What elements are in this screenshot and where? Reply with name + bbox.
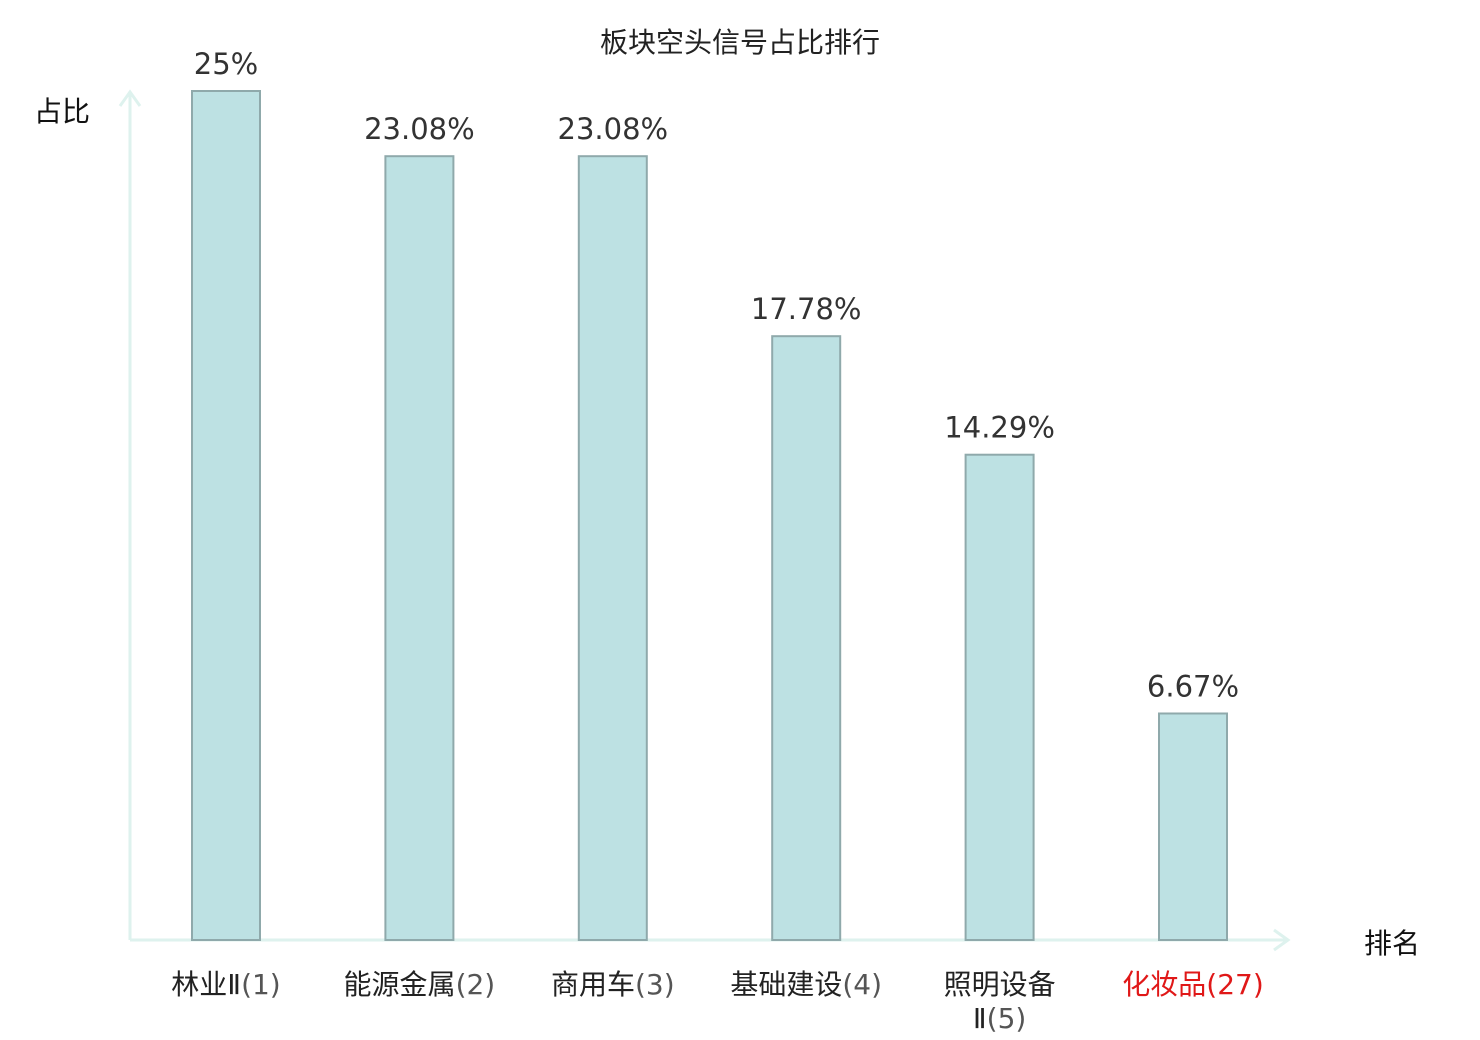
- category-rank: (3): [635, 968, 675, 1001]
- category-name-line2: Ⅱ: [973, 1002, 987, 1035]
- category-name: 商用车: [551, 968, 635, 1001]
- category-label-5: 照明设备 Ⅱ(5): [944, 968, 1056, 1035]
- y-axis-arrow: [118, 89, 142, 107]
- category-rank: (2): [456, 968, 496, 1001]
- bar-2: [384, 155, 455, 942]
- category-name: 基础建设: [730, 968, 842, 1001]
- value-label-1: 25%: [194, 47, 258, 81]
- category-rank: (27): [1206, 968, 1263, 1001]
- value-label-5: 14.29%: [944, 411, 1055, 445]
- category-rank: (1): [241, 968, 281, 1001]
- y-axis-label: 占比: [34, 95, 90, 128]
- category-label-6: 化妆品(27): [1122, 968, 1264, 1001]
- bar-4: [771, 335, 842, 941]
- x-axis: [130, 928, 1291, 952]
- value-label-4: 17.78%: [751, 292, 862, 326]
- category-label-4: 基础建设(4): [730, 968, 882, 1001]
- value-label-6: 6.67%: [1147, 669, 1239, 703]
- bars-group: [191, 90, 1228, 942]
- chart-title: 板块空头信号占比排行: [600, 26, 880, 59]
- category-labels-group: 林业Ⅱ(1) 能源金属(2) 商用车(3) 基础建设(4) 照明设备 Ⅱ(5) 化妆品(27…: [171, 968, 1263, 1035]
- category-name: 照明设备: [944, 968, 1056, 1001]
- bar-6: [1158, 712, 1228, 942]
- bar-1: [191, 90, 261, 941]
- category-name: 林业Ⅱ: [171, 968, 241, 1001]
- value-label-3: 23.08%: [558, 112, 669, 146]
- value-label-2: 23.08%: [364, 112, 475, 146]
- category-label-3: 商用车(3): [551, 968, 675, 1001]
- category-rank: (4): [842, 968, 882, 1001]
- value-labels-group: 25% 23.08% 23.08% 17.78% 14.29% 6.67%: [194, 47, 1239, 703]
- x-axis-label: 排名: [1364, 927, 1420, 960]
- category-label-2: 能源金属(2): [344, 968, 496, 1001]
- category-name: 化妆品: [1122, 968, 1206, 1001]
- x-axis-arrow: [1273, 928, 1291, 952]
- category-label-1: 林业Ⅱ(1): [171, 968, 280, 1001]
- category-name: 能源金属: [344, 968, 456, 1001]
- bar-3: [577, 155, 648, 942]
- category-rank: (5): [987, 1002, 1027, 1035]
- bar-5: [964, 453, 1035, 941]
- y-axis: [118, 89, 142, 940]
